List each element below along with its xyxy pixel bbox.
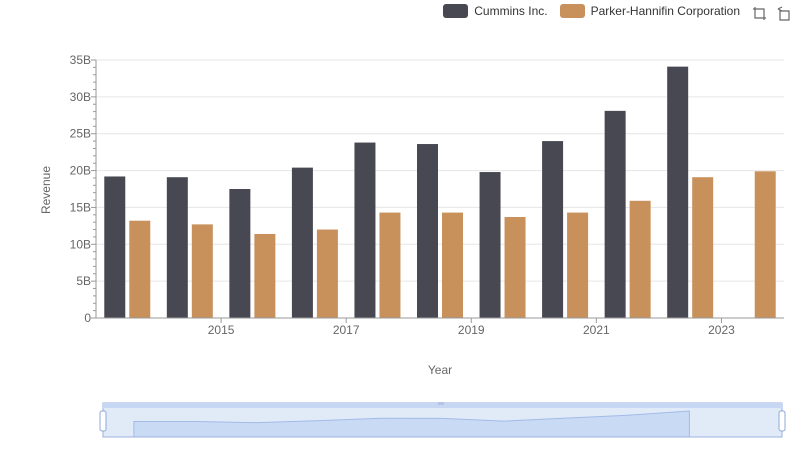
- bar[interactable]: [354, 142, 376, 318]
- bar[interactable]: [104, 176, 126, 318]
- y-tick-label: 5B: [76, 274, 91, 288]
- x-axis-label: Year: [428, 363, 452, 377]
- bar[interactable]: [629, 200, 651, 318]
- zoom-window[interactable]: [102, 402, 783, 438]
- y-tick-label: 10B: [70, 237, 91, 251]
- x-tick-label: 2021: [583, 323, 610, 337]
- bar[interactable]: [442, 212, 463, 318]
- zoom-handle[interactable]: [99, 410, 107, 432]
- bar[interactable]: [316, 229, 338, 318]
- x-axis: 2015 2017 2019 2021 2023: [96, 317, 784, 337]
- legend-label: Parker-Hannifin Corporation: [590, 4, 740, 18]
- zoom-preview-area: [133, 410, 690, 438]
- bar[interactable]: [291, 167, 313, 318]
- x-tick-label: 2019: [458, 323, 485, 337]
- y-axis: 0 5B 10B 15B 20B 25B 30B 35B: [70, 53, 97, 325]
- legend-item[interactable]: Parker-Hannifin Corporation: [559, 4, 740, 18]
- zoom-move-bar[interactable]: [103, 403, 782, 408]
- toolbox: [752, 6, 792, 22]
- bar[interactable]: [129, 220, 151, 318]
- x-tick-label: 2015: [208, 323, 235, 337]
- bar[interactable]: [667, 66, 689, 319]
- data-zoom-slider[interactable]: [99, 402, 786, 438]
- zoom-icon[interactable]: [752, 6, 768, 22]
- x-tick-label: 2017: [333, 323, 360, 337]
- bar[interactable]: [604, 110, 626, 318]
- legend-item[interactable]: Cummins Inc.: [443, 4, 548, 18]
- bar[interactable]: [191, 224, 213, 318]
- y-tick-label: 20B: [70, 164, 91, 178]
- bar[interactable]: [479, 172, 501, 318]
- legend-swatch: [443, 4, 469, 18]
- bar[interactable]: [754, 171, 776, 318]
- bars: [104, 66, 776, 319]
- zoom-grip-icon: [438, 402, 444, 405]
- bar[interactable]: [692, 177, 714, 318]
- bar[interactable]: [567, 212, 589, 318]
- legend: Cummins Inc. Parker-Hannifin Corporation: [443, 4, 740, 18]
- bar[interactable]: [254, 233, 276, 318]
- bar[interactable]: [379, 212, 401, 318]
- zoom-handle[interactable]: [778, 410, 786, 432]
- y-tick-label: 15B: [70, 200, 91, 214]
- y-tick-label: 0: [84, 311, 91, 325]
- x-tick-label: 2023: [708, 323, 735, 337]
- y-tick-label: 30B: [70, 90, 91, 104]
- y-tick-label: 25B: [70, 127, 91, 141]
- bar[interactable]: [229, 189, 251, 318]
- bar[interactable]: [542, 141, 564, 318]
- bar[interactable]: [504, 217, 526, 318]
- y-tick-label: 35B: [70, 53, 91, 67]
- restore-icon[interactable]: [776, 6, 792, 22]
- legend-label: Cummins Inc.: [474, 4, 548, 18]
- legend-swatch: [559, 4, 585, 18]
- bar[interactable]: [166, 177, 188, 318]
- bar[interactable]: [417, 144, 438, 318]
- y-axis-label: Revenue: [39, 166, 53, 214]
